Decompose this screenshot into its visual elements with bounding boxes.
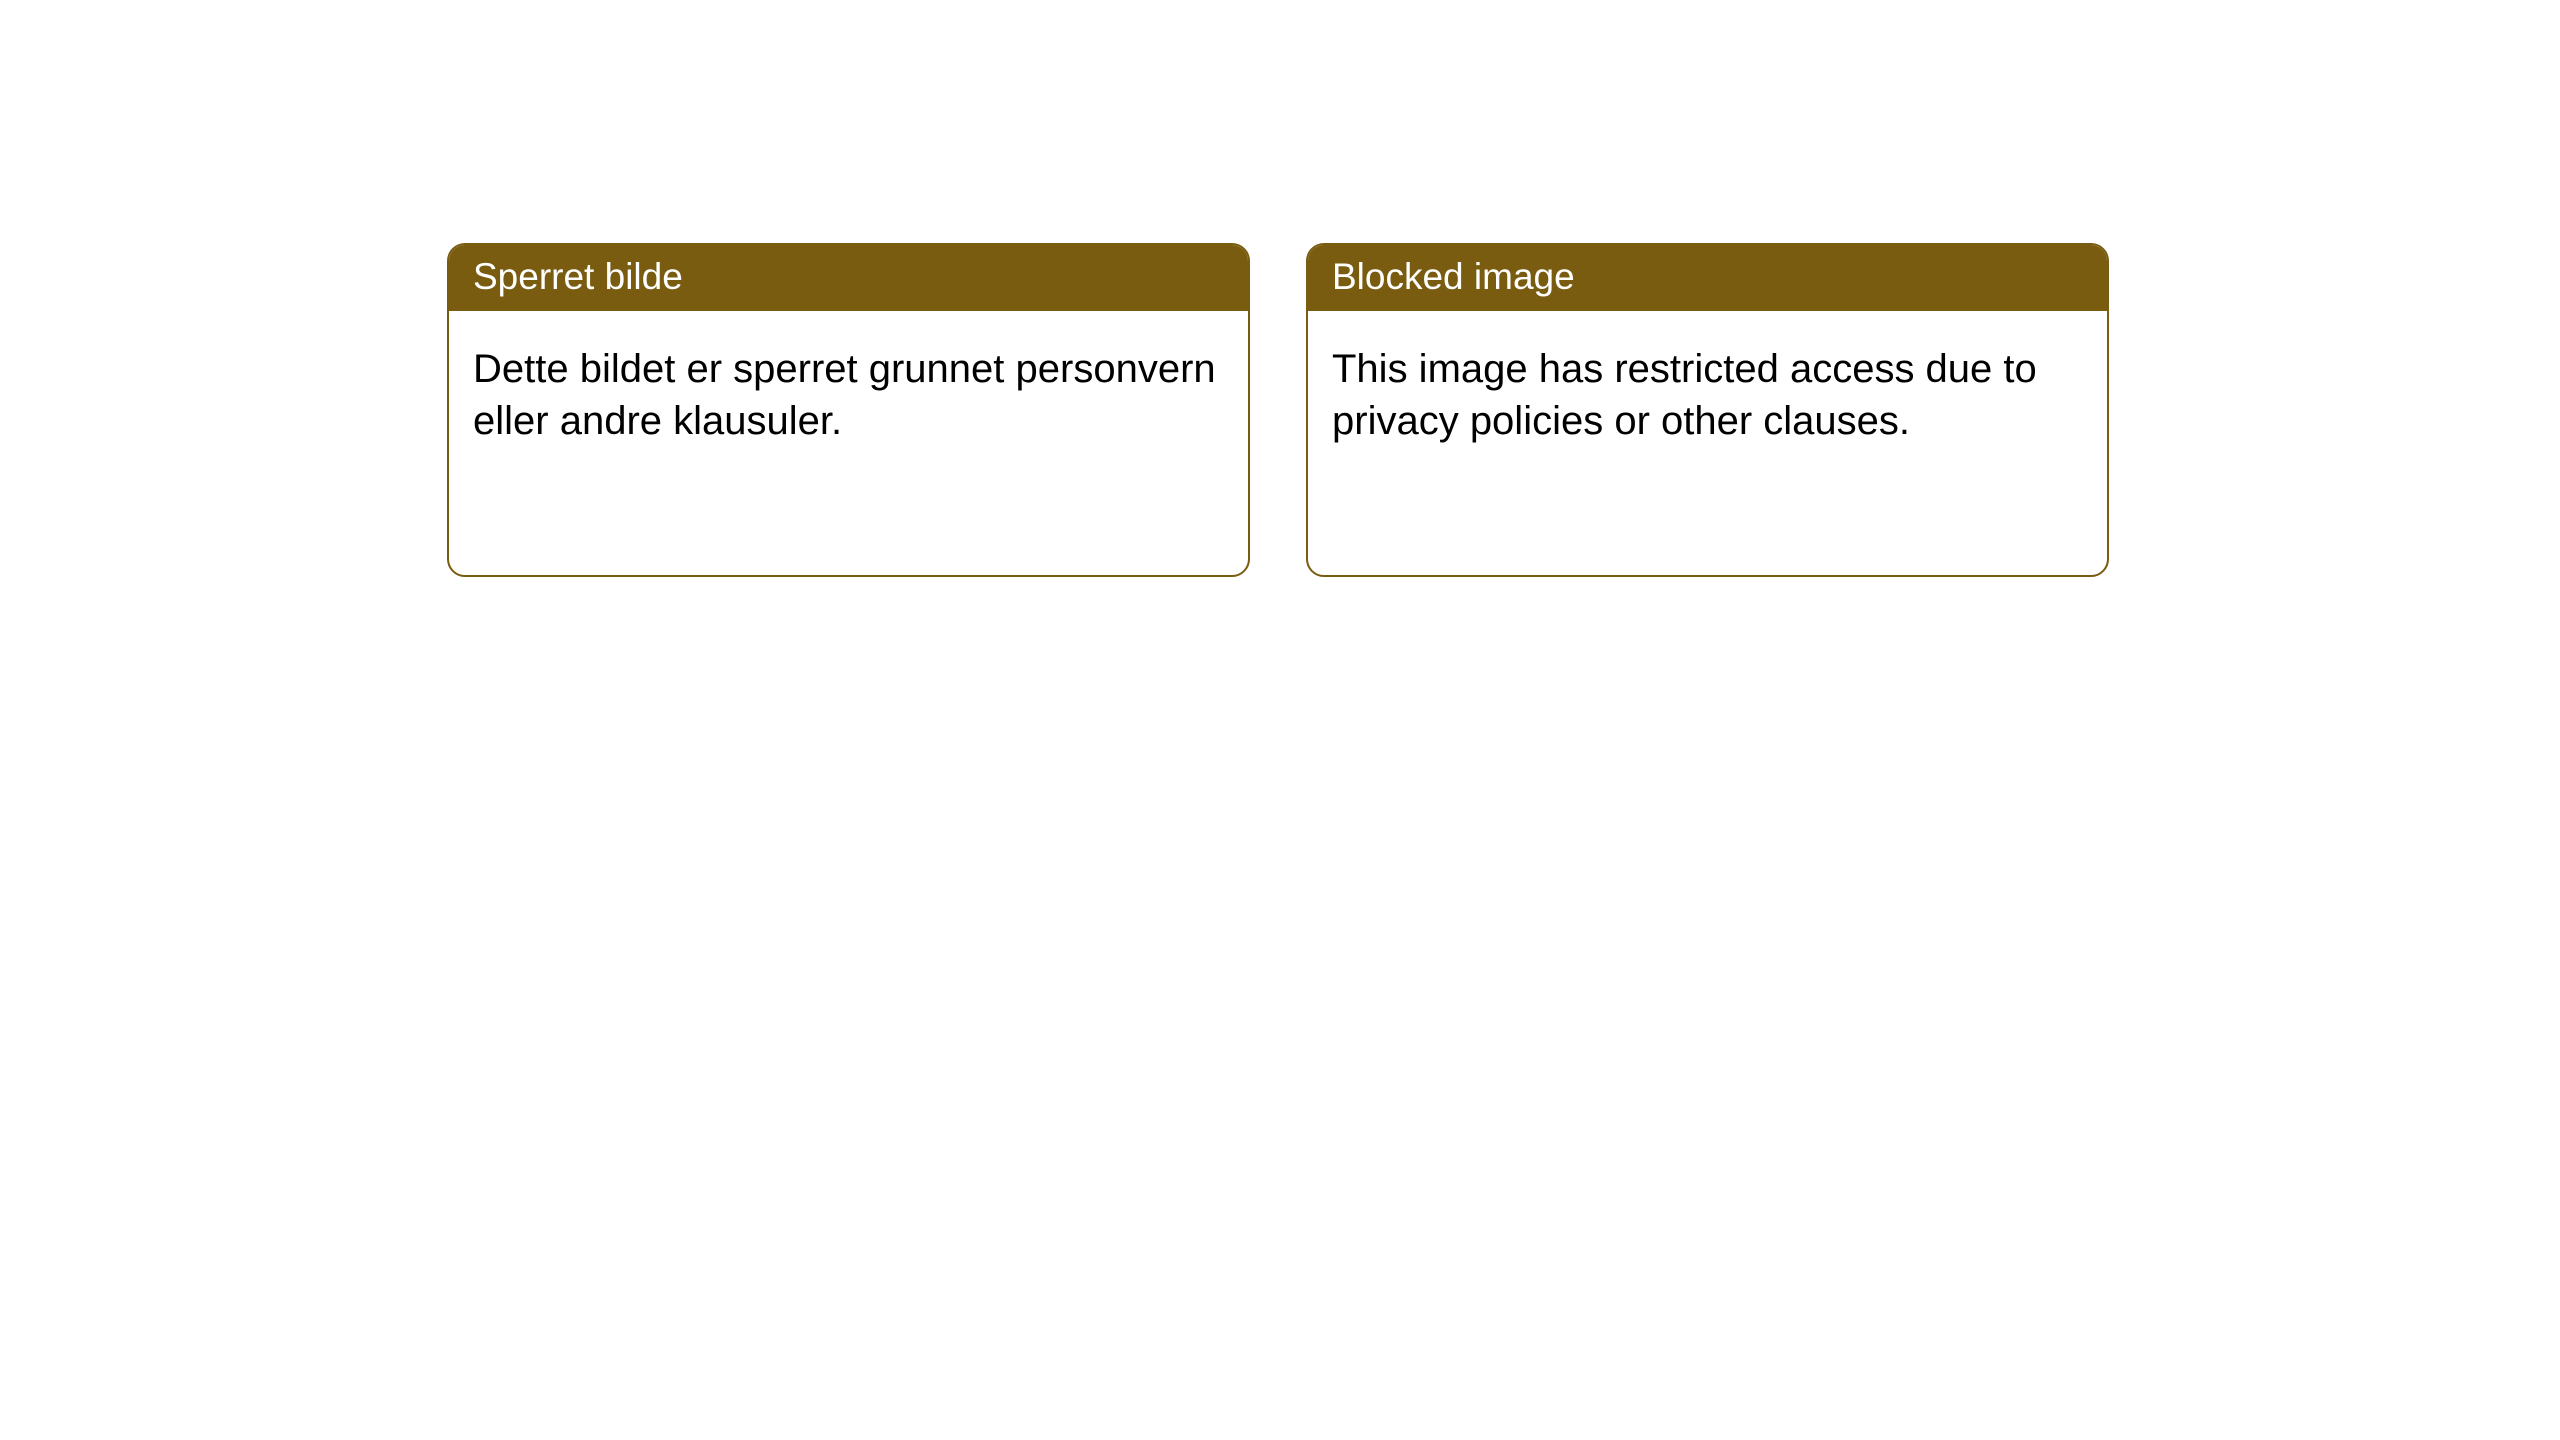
- notice-card-norwegian: Sperret bilde Dette bildet er sperret gr…: [447, 243, 1250, 577]
- notice-header: Blocked image: [1308, 245, 2107, 311]
- notice-body: Dette bildet er sperret grunnet personve…: [449, 311, 1248, 471]
- notice-card-english: Blocked image This image has restricted …: [1306, 243, 2109, 577]
- notice-body: This image has restricted access due to …: [1308, 311, 2107, 471]
- notice-header: Sperret bilde: [449, 245, 1248, 311]
- notice-container: Sperret bilde Dette bildet er sperret gr…: [447, 243, 2109, 577]
